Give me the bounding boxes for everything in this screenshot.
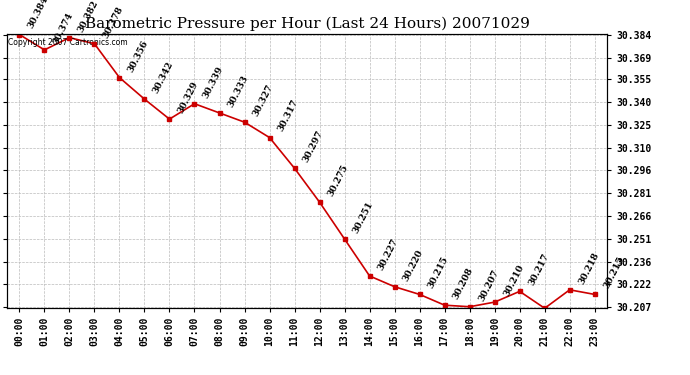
Text: 30.342: 30.342 bbox=[151, 60, 175, 95]
Text: 30.356: 30.356 bbox=[126, 38, 150, 74]
Text: 30.333: 30.333 bbox=[226, 74, 250, 109]
Text: 30.206: 30.206 bbox=[0, 374, 1, 375]
Title: Barometric Pressure per Hour (Last 24 Hours) 20071029: Barometric Pressure per Hour (Last 24 Ho… bbox=[85, 17, 529, 31]
Text: 30.327: 30.327 bbox=[251, 83, 275, 118]
Text: 30.384: 30.384 bbox=[26, 0, 50, 30]
Text: 30.207: 30.207 bbox=[477, 268, 500, 303]
Text: 30.217: 30.217 bbox=[526, 252, 551, 287]
Text: 30.215: 30.215 bbox=[602, 255, 625, 290]
Text: 30.251: 30.251 bbox=[351, 200, 375, 235]
Text: 30.220: 30.220 bbox=[402, 248, 425, 283]
Text: 30.382: 30.382 bbox=[77, 0, 100, 33]
Text: 30.215: 30.215 bbox=[426, 255, 451, 290]
Text: 30.329: 30.329 bbox=[177, 80, 200, 115]
Text: 30.339: 30.339 bbox=[201, 64, 226, 99]
Text: 30.317: 30.317 bbox=[277, 98, 300, 134]
Text: 30.218: 30.218 bbox=[577, 251, 600, 286]
Text: 30.227: 30.227 bbox=[377, 237, 400, 272]
Text: 30.297: 30.297 bbox=[302, 129, 325, 164]
Text: 30.374: 30.374 bbox=[51, 11, 75, 46]
Text: Copyright 2007 Cartronics.com: Copyright 2007 Cartronics.com bbox=[8, 38, 127, 47]
Text: 30.275: 30.275 bbox=[326, 163, 351, 198]
Text: 30.210: 30.210 bbox=[502, 263, 525, 298]
Text: 30.208: 30.208 bbox=[451, 266, 475, 301]
Text: 30.378: 30.378 bbox=[101, 4, 125, 40]
